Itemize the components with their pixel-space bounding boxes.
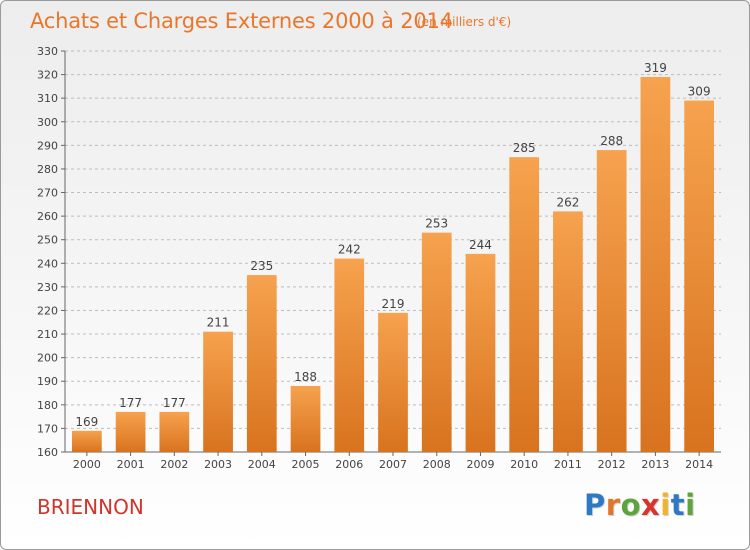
chart-title: Achats et Charges Externes 2000 à 2014 — [30, 9, 453, 33]
logo-letter: x — [641, 488, 661, 522]
x-tick-label: 2001 — [117, 458, 145, 471]
data-label: 285 — [513, 141, 536, 155]
data-label: 253 — [425, 217, 448, 231]
bar — [465, 253, 496, 452]
data-label: 319 — [644, 61, 667, 75]
bar — [553, 211, 583, 452]
logo-letter: r — [605, 488, 621, 522]
data-label: 309 — [688, 85, 711, 99]
x-tick-label: 2013 — [641, 458, 669, 471]
logo-letter: i — [685, 488, 696, 522]
x-tick-label: 2004 — [248, 458, 276, 471]
bar — [334, 258, 365, 452]
data-label: 219 — [382, 297, 405, 311]
x-tick-label: 2010 — [510, 458, 538, 471]
y-tick-label: 230 — [37, 281, 58, 294]
bar — [246, 275, 277, 452]
x-tick-label: 2014 — [685, 458, 713, 471]
y-tick-label: 160 — [37, 446, 58, 459]
bar — [684, 100, 715, 453]
bar — [596, 150, 627, 452]
data-label: 177 — [163, 396, 186, 410]
y-tick-label: 320 — [37, 69, 58, 82]
x-tick-label: 2012 — [598, 458, 626, 471]
data-label: 177 — [119, 396, 142, 410]
y-tick-label: 180 — [37, 399, 58, 412]
bar — [290, 385, 321, 452]
data-label: 242 — [338, 243, 361, 257]
y-tick-label: 330 — [37, 45, 58, 58]
bar — [203, 331, 233, 452]
bar — [421, 232, 452, 452]
data-label: 235 — [250, 259, 273, 273]
y-tick-label: 250 — [37, 234, 58, 247]
y-tick-label: 260 — [37, 210, 58, 223]
y-tick-label: 210 — [37, 328, 58, 341]
bar — [378, 312, 408, 452]
x-tick-label: 2000 — [73, 458, 101, 471]
bar — [71, 430, 102, 452]
y-tick-label: 220 — [37, 304, 58, 317]
logo-letter: P — [584, 488, 606, 522]
proxiti-logo[interactable]: Proxiti — [584, 488, 696, 522]
commune-name: BRIENNON — [37, 495, 144, 519]
x-tick-label: 2002 — [160, 458, 188, 471]
data-label: 288 — [600, 134, 623, 148]
y-tick-label: 280 — [37, 163, 58, 176]
x-tick-label: 2006 — [335, 458, 363, 471]
y-tick-label: 240 — [37, 257, 58, 270]
x-tick-label: 2008 — [423, 458, 451, 471]
data-label: 211 — [207, 316, 230, 330]
y-tick-label: 290 — [37, 139, 58, 152]
bar — [159, 411, 190, 452]
x-tick-label: 2011 — [554, 458, 582, 471]
logo-letter: o — [620, 488, 642, 522]
x-tick-label: 2007 — [379, 458, 407, 471]
y-tick-label: 310 — [37, 92, 58, 105]
y-tick-label: 300 — [37, 116, 58, 129]
data-label: 169 — [75, 415, 98, 429]
y-tick-label: 270 — [37, 187, 58, 200]
x-tick-label: 2003 — [204, 458, 232, 471]
data-label: 262 — [556, 195, 579, 209]
data-label: 188 — [294, 370, 317, 384]
bar — [115, 411, 146, 452]
y-tick-label: 200 — [37, 352, 58, 365]
y-tick-label: 170 — [37, 422, 58, 435]
x-tick-label: 2005 — [292, 458, 320, 471]
bar — [509, 157, 540, 452]
chart-unit: (en milliers d'€) — [417, 15, 512, 29]
bar — [640, 76, 671, 453]
data-label: 244 — [469, 238, 492, 252]
y-tick-label: 190 — [37, 375, 58, 388]
logo-letter: i — [660, 488, 671, 522]
logo-letter: t — [670, 488, 686, 522]
x-tick-label: 2009 — [466, 458, 494, 471]
